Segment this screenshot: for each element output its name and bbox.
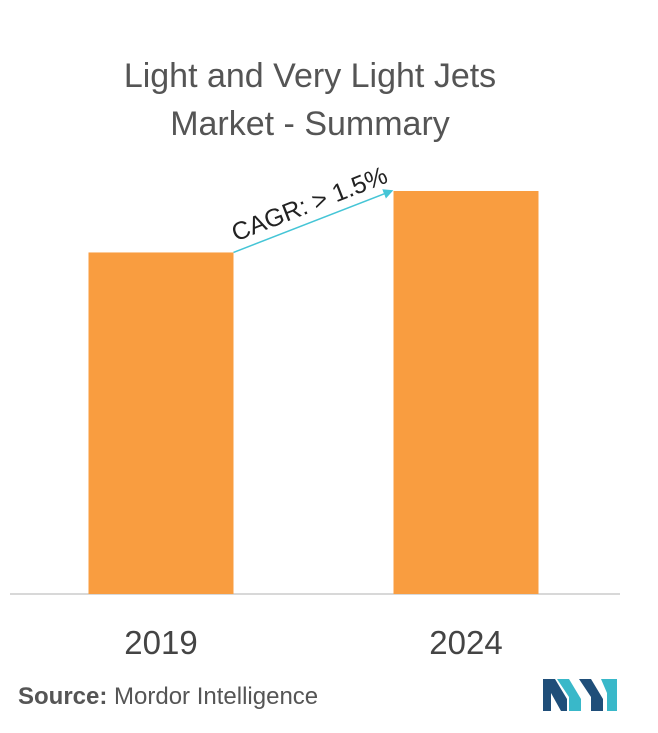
- mordor-intelligence-logo-icon: [543, 679, 617, 711]
- cagr-annotation: CAGR: > 1.5%: [228, 161, 392, 247]
- x-tick-label-2019: 2019: [124, 624, 197, 661]
- x-tick-labels: 2019 2024: [124, 624, 502, 661]
- source-label: Source:: [18, 683, 108, 710]
- bar-2019: [88, 252, 234, 594]
- bars-group: [88, 190, 539, 594]
- source-line: Source: Mordor Intelligence: [18, 683, 318, 711]
- chart-title-line-2: Market - Summary: [170, 105, 450, 143]
- chart-title-line-1: Light and Very Light Jets: [123, 57, 497, 95]
- source-text: Mordor Intelligence: [114, 683, 319, 710]
- cagr-arrow: [233, 189, 394, 254]
- bar-2024: [393, 190, 539, 594]
- x-tick-label-2024: 2024: [429, 624, 502, 661]
- chart-title: Light and Very Light Jets Market - Summa…: [0, 52, 620, 148]
